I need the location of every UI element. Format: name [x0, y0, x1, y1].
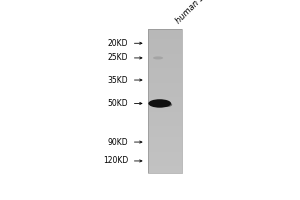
Bar	[148, 50, 182, 54]
Bar	[148, 130, 182, 134]
Bar	[148, 43, 182, 47]
Bar	[148, 105, 182, 108]
Text: 50KD: 50KD	[108, 99, 128, 108]
Bar	[148, 65, 182, 68]
Bar	[148, 134, 182, 137]
Bar	[148, 94, 182, 97]
Ellipse shape	[148, 99, 171, 108]
Text: 35KD: 35KD	[108, 76, 128, 85]
Bar	[148, 68, 182, 72]
Bar	[148, 144, 182, 148]
Bar	[148, 115, 182, 119]
Bar	[148, 29, 182, 173]
Bar	[148, 47, 182, 50]
Text: human serum: human serum	[174, 0, 221, 26]
Bar	[148, 36, 182, 39]
Bar	[148, 29, 182, 32]
Bar	[148, 79, 182, 83]
Bar	[148, 137, 182, 141]
Bar	[148, 108, 182, 112]
Bar	[148, 90, 182, 94]
Ellipse shape	[153, 56, 163, 59]
Bar	[148, 148, 182, 152]
Bar	[148, 159, 182, 163]
Bar	[148, 170, 182, 173]
Bar	[148, 76, 182, 79]
Bar	[148, 32, 182, 36]
Bar	[148, 152, 182, 155]
Bar	[148, 101, 182, 105]
Bar	[148, 61, 182, 65]
Bar	[148, 126, 182, 130]
Text: 25KD: 25KD	[108, 53, 128, 62]
Bar	[148, 39, 182, 43]
Text: 90KD: 90KD	[108, 138, 128, 147]
Text: 120KD: 120KD	[103, 156, 128, 165]
Ellipse shape	[161, 102, 172, 107]
Bar	[148, 72, 182, 76]
Bar	[148, 83, 182, 87]
Bar	[148, 87, 182, 90]
Bar	[148, 97, 182, 101]
Bar	[148, 141, 182, 144]
Bar	[148, 119, 182, 123]
Bar	[148, 54, 182, 58]
Bar	[148, 112, 182, 115]
Bar	[148, 163, 182, 166]
Bar	[148, 166, 182, 170]
Bar	[148, 58, 182, 61]
Text: 20KD: 20KD	[108, 39, 128, 48]
Bar	[148, 123, 182, 126]
Bar	[148, 155, 182, 159]
